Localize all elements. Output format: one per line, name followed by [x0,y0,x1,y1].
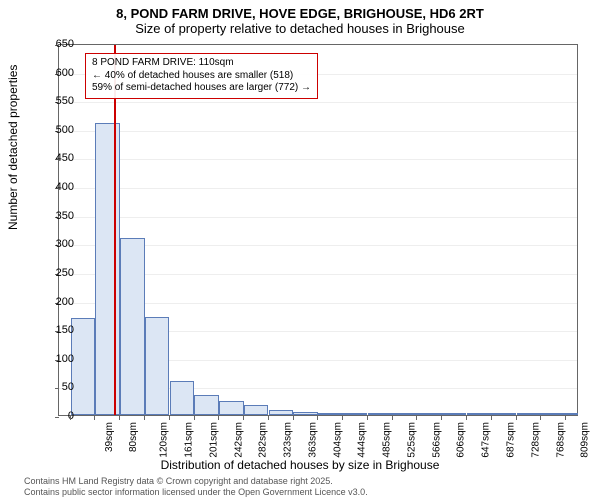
gridline [59,159,577,160]
histogram-bar [541,413,565,415]
histogram-bar [194,395,218,415]
histogram-bar [566,413,578,415]
y-tick-label: 200 [34,296,74,308]
histogram-bar [517,413,541,415]
x-tick-label: 647sqm [481,422,492,458]
info-box-line1: 8 POND FARM DRIVE: 110sqm [92,57,311,70]
x-tick-label: 201sqm [208,422,219,458]
histogram-bar [318,413,342,415]
title-line1: 8, POND FARM DRIVE, HOVE EDGE, BRIGHOUSE… [0,6,600,21]
x-tick-label: 606sqm [456,422,467,458]
x-tick-label: 39sqm [104,422,115,452]
attribution-text: Contains HM Land Registry data © Crown c… [24,476,368,498]
histogram-bar [293,412,317,415]
y-tick-label: 250 [34,267,74,279]
histogram-bar [442,413,466,415]
histogram-bar [417,413,441,415]
x-tick-label: 444sqm [357,422,368,458]
x-tick-label: 80sqm [128,422,139,452]
attribution-line1: Contains HM Land Registry data © Crown c… [24,476,368,487]
gridline [59,102,577,103]
x-tick-label: 404sqm [332,422,343,458]
gridline [59,217,577,218]
histogram-bar [170,381,194,415]
info-box-line2: ← 40% of detached houses are smaller (51… [92,70,311,83]
chart-titles: 8, POND FARM DRIVE, HOVE EDGE, BRIGHOUSE… [0,0,600,36]
histogram-bar [392,413,416,415]
x-tick-label: 687sqm [506,422,517,458]
histogram-bar [368,413,392,415]
info-box-line3: 59% of semi-detached houses are larger (… [92,82,311,95]
histogram-bar [467,413,491,415]
x-axis-label: Distribution of detached houses by size … [0,458,600,472]
histogram-plot-area: 8 POND FARM DRIVE: 110sqm← 40% of detach… [58,44,578,416]
y-tick-label: 100 [34,353,74,365]
y-tick-label: 150 [34,324,74,336]
histogram-bar [343,413,367,415]
x-tick-label: 323sqm [283,422,294,458]
y-tick-label: 500 [34,124,74,136]
y-tick-label: 400 [34,181,74,193]
x-tick-label: 525sqm [407,422,418,458]
y-tick-label: 650 [34,38,74,50]
x-tick-label: 566sqm [431,422,442,458]
histogram-bar [145,317,169,415]
property-info-box: 8 POND FARM DRIVE: 110sqm← 40% of detach… [85,53,318,99]
y-tick-label: 450 [34,152,74,164]
x-tick-label: 809sqm [580,422,591,458]
histogram-bar [244,405,268,415]
histogram-bar [269,410,293,415]
x-tick-label: 768sqm [555,422,566,458]
x-tick-label: 120sqm [159,422,170,458]
histogram-bar [120,238,144,415]
x-tick-label: 728sqm [530,422,541,458]
x-tick-label: 485sqm [382,422,393,458]
y-tick-label: 300 [34,238,74,250]
y-tick-label: 350 [34,210,74,222]
gridline [59,188,577,189]
x-tick-label: 242sqm [233,422,244,458]
property-marker-line [114,45,116,415]
y-axis-label: Number of detached properties [6,65,20,230]
histogram-bar [71,318,95,415]
title-line2: Size of property relative to detached ho… [0,21,600,36]
y-tick-label: 0 [34,410,74,422]
y-tick-label: 600 [34,67,74,79]
x-tick-label: 161sqm [184,422,195,458]
histogram-bar [492,413,516,415]
y-tick-label: 50 [34,381,74,393]
x-tick-label: 363sqm [307,422,318,458]
gridline [59,131,577,132]
histogram-bar [219,401,243,415]
y-tick-label: 550 [34,95,74,107]
x-tick-label: 282sqm [258,422,269,458]
attribution-line2: Contains public sector information licen… [24,487,368,498]
